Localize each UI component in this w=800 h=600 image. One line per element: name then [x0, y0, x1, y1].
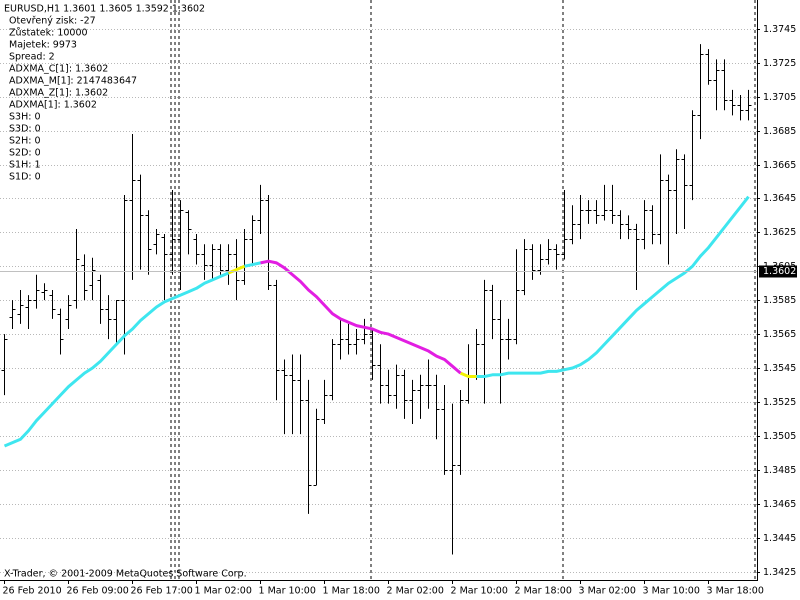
x-tick-label: 2 Mar 18:00: [515, 586, 572, 597]
y-tick-label: 1.3525: [763, 397, 796, 408]
x-tick-label: 26 Feb 2010: [3, 586, 62, 597]
x-tick-label: 1 Mar 10:00: [259, 586, 316, 597]
info-line: S3D: 0: [9, 124, 41, 135]
info-line: Majetek: 9973: [9, 40, 77, 51]
info-line: ADXMA_C[1]: 1.3602: [9, 64, 108, 75]
info-line: S2H: 0: [9, 136, 40, 147]
info-line: Zůstatek: 10000: [9, 28, 88, 39]
y-tick-label: 1.3445: [763, 533, 796, 544]
y-tick-label: 1.3745: [763, 24, 796, 35]
y-tick-label: 1.3505: [763, 431, 796, 442]
info-line: S1H: 1: [9, 160, 40, 171]
x-tick-label: 3 Mar 10:00: [643, 586, 700, 597]
footer: X-Trader, © 2001-2009 MetaQuotes Softwar…: [4, 569, 247, 580]
info-line: ADXMA[1]: 1.3602: [9, 100, 97, 111]
y-tick-label: 1.3465: [763, 499, 796, 510]
info-line: Spread: 2: [9, 52, 55, 63]
y-tick-label: 1.3585: [763, 295, 796, 306]
x-tick-label: 2 Mar 10:00: [451, 586, 508, 597]
y-tick-label: 1.3665: [763, 160, 796, 171]
current-price-label: 1.3602: [763, 266, 796, 277]
x-tick-label: 1 Mar 02:00: [195, 586, 252, 597]
period-separators: [170, 0, 756, 580]
x-tick-label: 3 Mar 02:00: [579, 586, 636, 597]
info-line: ADXMA_M[1]: 2147483647: [9, 76, 137, 87]
info-line: S2D: 0: [9, 148, 41, 159]
info-line: Otevřený zisk: -27: [9, 16, 96, 27]
x-tick-label: 26 Feb 09:00: [67, 586, 129, 597]
info-line: S3H: 0: [9, 112, 40, 123]
x-tick-label: 2 Mar 02:00: [387, 586, 444, 597]
info-line: S1D: 0: [9, 172, 41, 183]
y-tick-label: 1.3645: [763, 193, 796, 204]
indicator-line: [3, 195, 750, 448]
x-tick-label: 26 Feb 17:00: [131, 586, 193, 597]
current-price-box: [759, 265, 797, 278]
price-bars: [1, 44, 752, 555]
x-tick-label: 3 Mar 18:00: [707, 586, 764, 597]
indicator-line: [260, 259, 462, 375]
y-tick-label: 1.3425: [763, 567, 796, 578]
y-tick-label: 1.3545: [763, 363, 796, 374]
y-tick-label: 1.3705: [763, 92, 796, 103]
y-tick-label: 1.3685: [763, 126, 796, 137]
info-line: ADXMA_Z[1]: 1.3602: [9, 88, 108, 99]
y-tick-label: 1.3625: [763, 227, 796, 238]
x-tick-label: 1 Mar 18:00: [323, 586, 380, 597]
y-tick-label: 1.3725: [763, 58, 796, 69]
y-tick-label: 1.3565: [763, 329, 796, 340]
y-tick-label: 1.3485: [763, 465, 796, 476]
chart-title: EURUSD,H1 1.3601 1.3605 1.3592 1.3602: [4, 4, 205, 15]
